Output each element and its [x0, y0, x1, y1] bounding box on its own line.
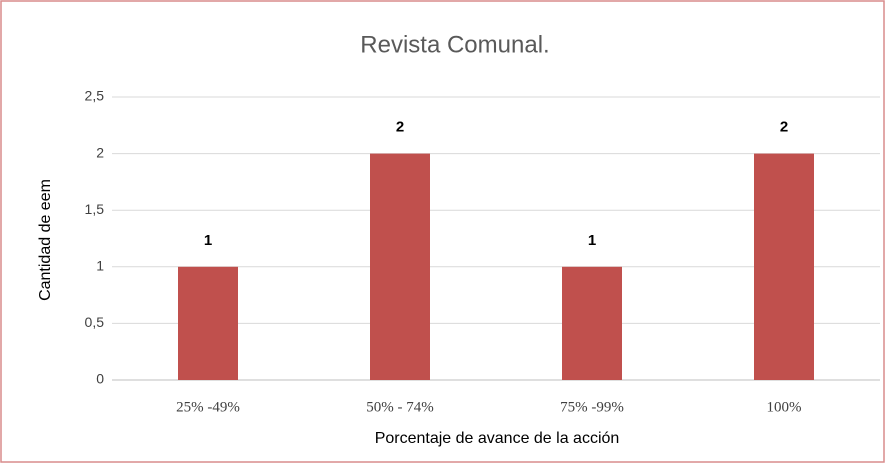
bar: [370, 153, 430, 380]
data-label: 1: [204, 232, 212, 249]
data-label: 1: [588, 232, 596, 249]
x-tick-label: 50% - 74%: [366, 399, 434, 415]
y-tick-label: 2,5: [85, 88, 105, 104]
data-label: 2: [396, 119, 404, 136]
bar: [178, 266, 238, 380]
x-tick-label: 75% -99%: [560, 399, 624, 415]
y-tick-label: 0: [96, 371, 104, 387]
y-tick-label: 1,5: [85, 201, 105, 217]
bar: [562, 266, 622, 380]
y-tick-label: 0,5: [85, 314, 105, 330]
y-tick-label: 1: [96, 258, 104, 274]
data-label: 2: [780, 119, 788, 136]
y-tick-label: 2: [96, 144, 104, 160]
chart-title: Revista Comunal.: [360, 31, 549, 58]
x-tick-label: 25% -49%: [176, 399, 240, 415]
y-axis-title: Cantidad de eem: [37, 179, 54, 301]
x-axis-title: Porcentaje de avance de la acción: [375, 430, 620, 447]
bar: [754, 153, 814, 380]
x-tick-label: 100%: [767, 399, 802, 415]
